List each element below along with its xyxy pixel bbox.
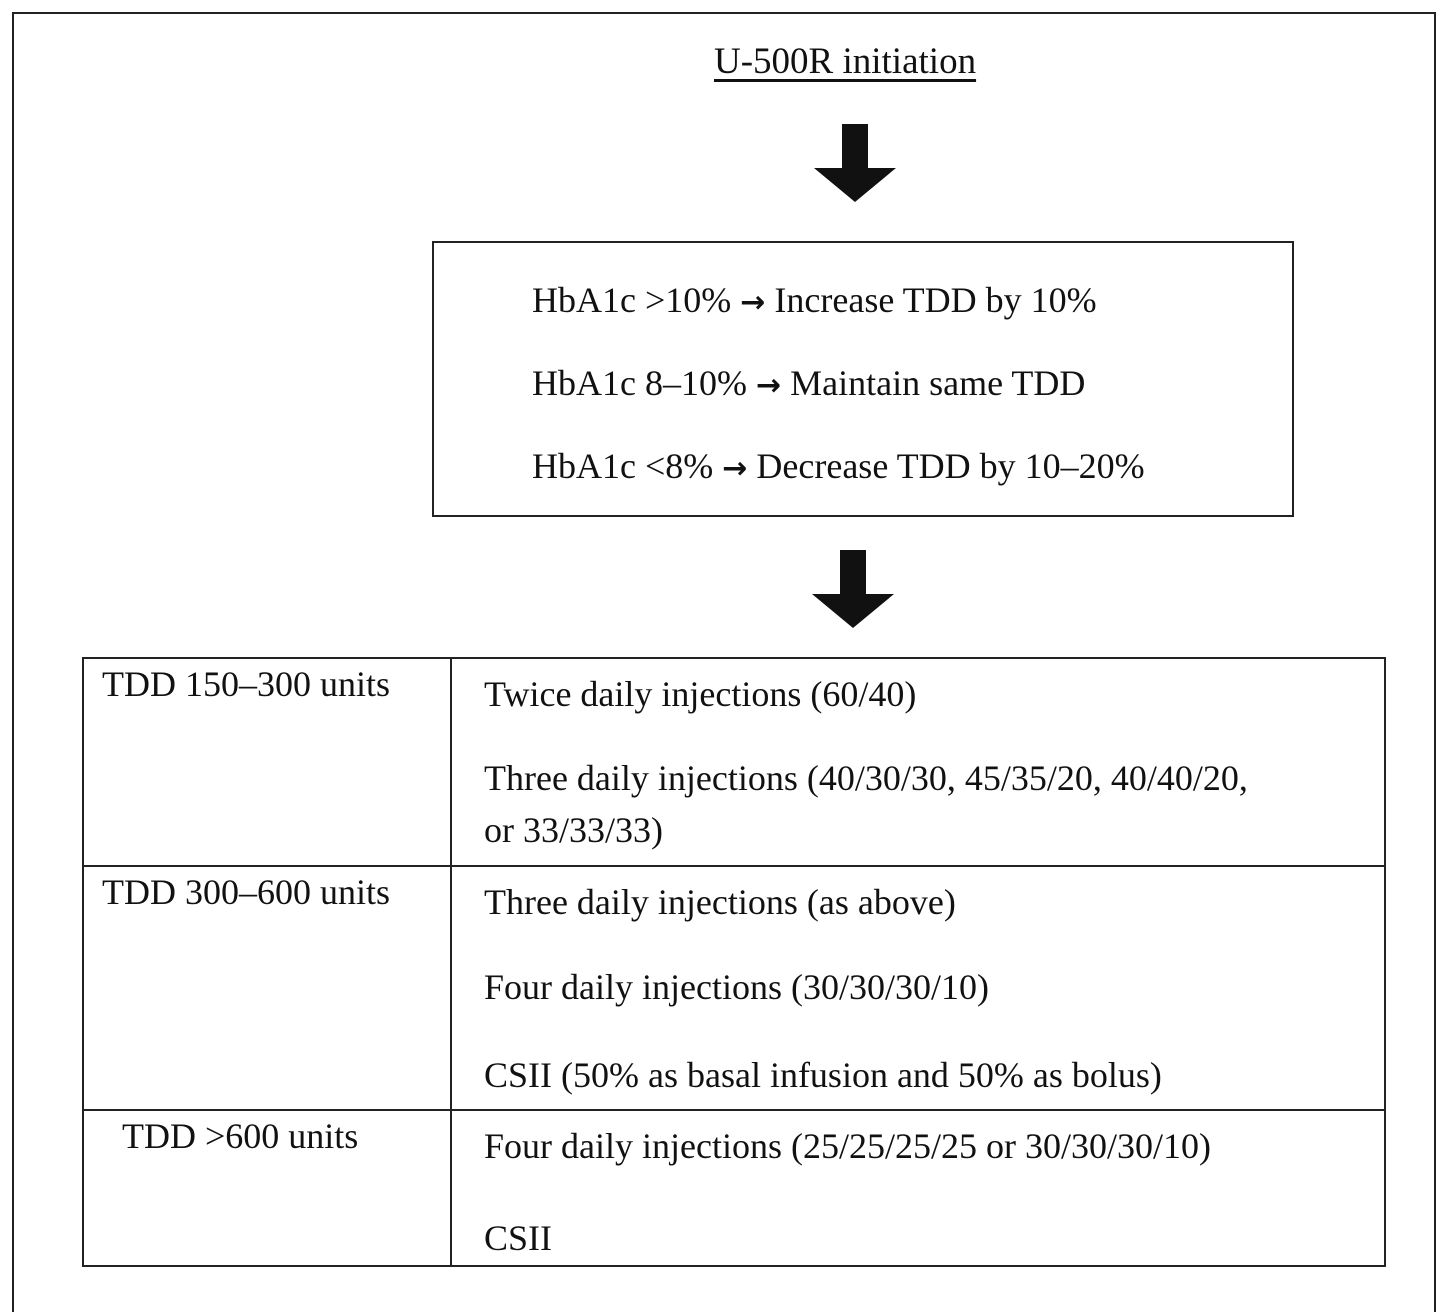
down-arrow-icon	[808, 122, 904, 208]
rule-condition: HbA1c <8%	[532, 446, 713, 486]
tdd-range-cell: TDD >600 units	[122, 1115, 358, 1157]
dose-regimen-table: TDD 150–300 units Twice daily injections…	[82, 657, 1386, 1267]
regimen-option: Twice daily injections (60/40)	[484, 673, 916, 715]
down-arrow-icon	[806, 548, 902, 634]
row-divider	[84, 865, 1384, 867]
diagram-title: U-500R initiation	[714, 40, 976, 83]
regimen-option: Four daily injections (30/30/30/10)	[484, 966, 989, 1008]
hba1c-rule: HbA1c >10% → Increase TDD by 10%	[532, 279, 1097, 321]
regimen-option: Three daily injections (as above)	[484, 881, 956, 923]
right-arrow-icon: →	[740, 285, 765, 320]
rule-condition: HbA1c >10%	[532, 280, 731, 320]
rule-action: Increase TDD by 10%	[774, 280, 1096, 320]
regimen-option: CSII	[484, 1217, 552, 1259]
regimen-option: or 33/33/33)	[484, 809, 663, 851]
rule-action: Decrease TDD by 10–20%	[756, 446, 1144, 486]
column-divider	[450, 659, 452, 1265]
right-arrow-icon: →	[722, 451, 747, 486]
regimen-option: Three daily injections (40/30/30, 45/35/…	[484, 757, 1248, 799]
row-divider	[84, 1109, 1384, 1111]
regimen-option: CSII (50% as basal infusion and 50% as b…	[484, 1054, 1162, 1096]
hba1c-adjustment-box: HbA1c >10% → Increase TDD by 10% HbA1c 8…	[432, 241, 1294, 517]
tdd-range-cell: TDD 150–300 units	[102, 663, 390, 705]
regimen-option: Four daily injections (25/25/25/25 or 30…	[484, 1125, 1211, 1167]
hba1c-rule: HbA1c 8–10% → Maintain same TDD	[532, 362, 1085, 404]
rule-condition: HbA1c 8–10%	[532, 363, 747, 403]
rule-action: Maintain same TDD	[790, 363, 1085, 403]
right-arrow-icon: →	[756, 368, 781, 403]
hba1c-rule: HbA1c <8% → Decrease TDD by 10–20%	[532, 445, 1145, 487]
tdd-range-cell: TDD 300–600 units	[102, 871, 390, 913]
